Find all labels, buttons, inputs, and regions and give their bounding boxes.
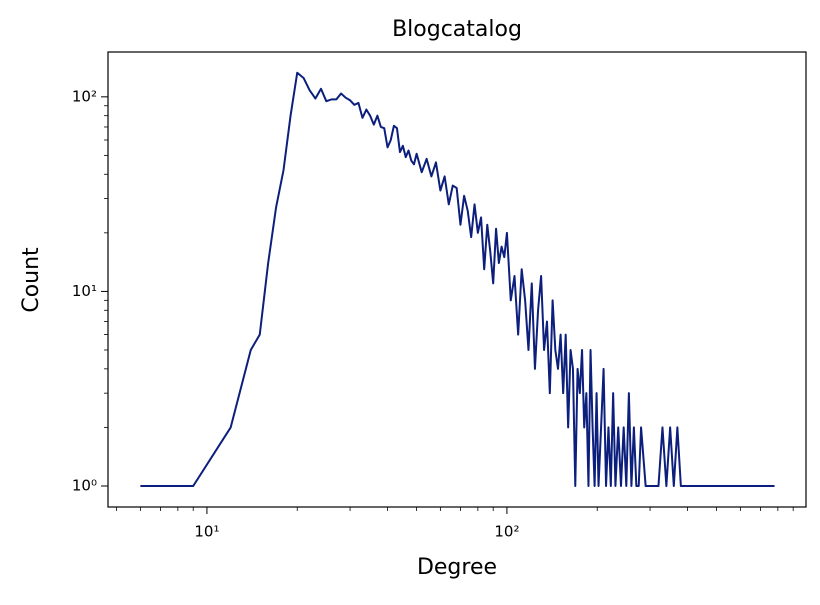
plot-frame	[107, 51, 807, 508]
data-line	[140, 71, 775, 487]
y-axis-label: Count	[19, 247, 44, 313]
x-axis-label: Degree	[417, 555, 497, 580]
x-tick-label: 10¹	[194, 523, 219, 541]
x-tick-label: 10²	[494, 523, 519, 541]
y-tick-label: 10²	[72, 87, 97, 105]
chart-title: Blogcatalog	[392, 17, 522, 42]
y-tick-label: 10¹	[72, 282, 97, 300]
y-tick-label: 10⁰	[72, 477, 97, 495]
